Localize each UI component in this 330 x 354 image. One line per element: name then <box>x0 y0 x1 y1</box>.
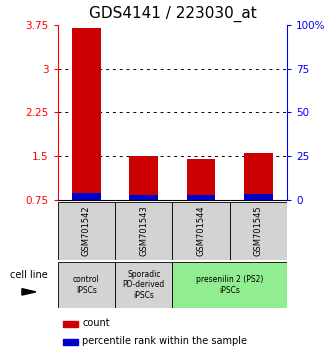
Bar <box>244 194 273 200</box>
Bar <box>187 159 215 200</box>
Bar <box>72 28 101 200</box>
Text: Sporadic
PD-derived
iPSCs: Sporadic PD-derived iPSCs <box>123 270 165 300</box>
Text: GSM701542: GSM701542 <box>82 206 91 256</box>
Bar <box>129 156 158 200</box>
FancyBboxPatch shape <box>230 202 287 260</box>
Text: GSM701545: GSM701545 <box>254 206 263 256</box>
Text: control
IPSCs: control IPSCs <box>73 275 100 295</box>
FancyBboxPatch shape <box>115 202 172 260</box>
Title: GDS4141 / 223030_at: GDS4141 / 223030_at <box>88 6 256 22</box>
Text: GSM701543: GSM701543 <box>139 206 148 256</box>
Text: GSM701544: GSM701544 <box>197 206 206 256</box>
Text: count: count <box>82 318 110 328</box>
Bar <box>187 195 215 200</box>
FancyBboxPatch shape <box>58 262 115 308</box>
Bar <box>72 193 101 200</box>
Text: cell line: cell line <box>10 270 48 280</box>
FancyBboxPatch shape <box>58 202 115 260</box>
Text: percentile rank within the sample: percentile rank within the sample <box>82 336 247 346</box>
Bar <box>129 195 158 200</box>
FancyBboxPatch shape <box>172 202 230 260</box>
Bar <box>63 321 78 327</box>
Bar <box>244 153 273 200</box>
Polygon shape <box>22 289 36 295</box>
FancyBboxPatch shape <box>172 262 287 308</box>
Bar <box>63 338 78 345</box>
FancyBboxPatch shape <box>115 262 172 308</box>
Text: presenilin 2 (PS2)
iPSCs: presenilin 2 (PS2) iPSCs <box>196 275 263 295</box>
